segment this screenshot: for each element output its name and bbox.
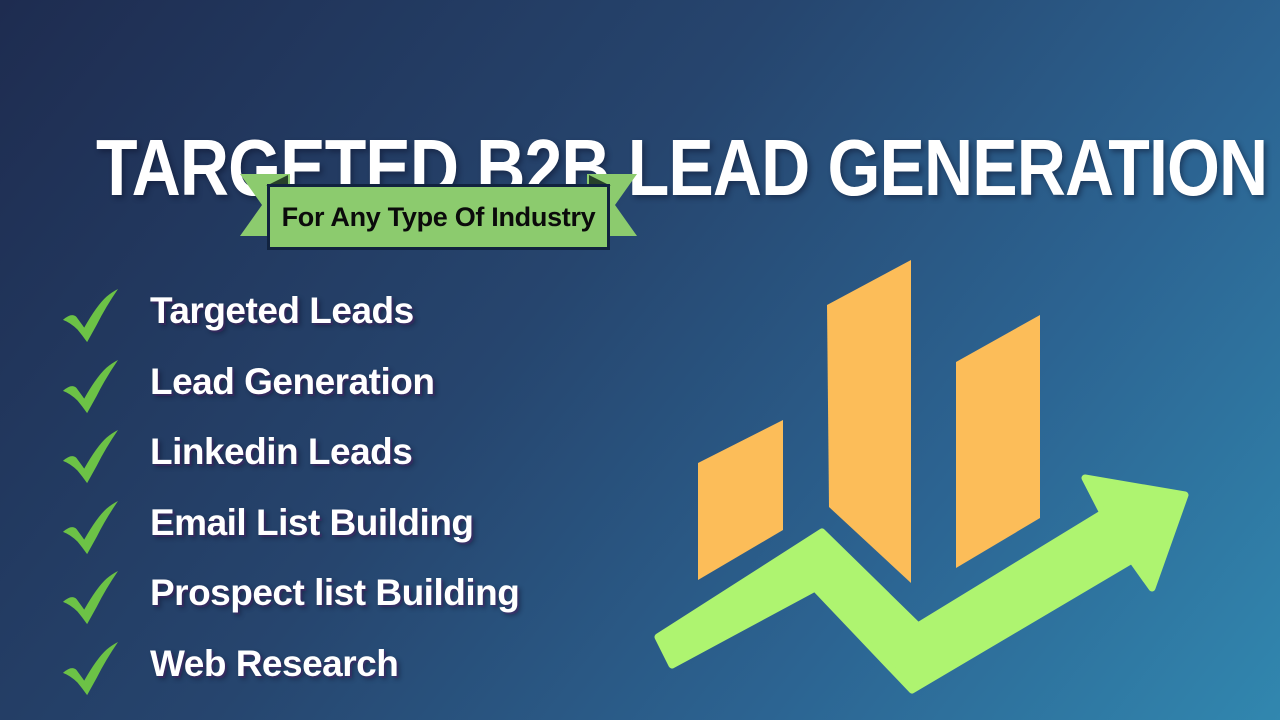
ribbon-fold-left-icon <box>266 175 288 186</box>
checkmark-icon <box>62 641 118 695</box>
ribbon-fold-right-icon <box>589 175 611 186</box>
ribbon-label: For Any Type Of Industry <box>281 201 596 232</box>
service-label: Prospect list Building <box>150 572 520 614</box>
bar-chart-icon <box>698 260 1040 583</box>
list-item: Linkedin Leads <box>60 417 519 488</box>
checkmark-icon <box>62 430 118 484</box>
service-label: Email List Building <box>150 501 474 543</box>
growth-chart-illustration <box>654 260 1189 694</box>
service-list: Targeted Leads Lead Generation Linkedin … <box>60 276 520 700</box>
list-item: Lead Generation <box>60 347 519 418</box>
ribbon-band: For Any Type Of Industry <box>267 184 610 250</box>
checkmark-icon <box>62 289 118 343</box>
checkmark-icon <box>62 500 118 554</box>
growth-arrow-icon <box>654 474 1189 694</box>
list-item: Email List Building <box>60 488 519 559</box>
checkmark-icon <box>62 359 118 413</box>
service-label: Linkedin Leads <box>150 431 413 473</box>
service-label: Web Research <box>150 642 399 684</box>
list-item: Web Research <box>60 629 519 700</box>
list-item: Targeted Leads <box>60 276 519 347</box>
service-label: Targeted Leads <box>150 290 414 332</box>
checkmark-icon <box>62 571 118 625</box>
service-label: Lead Generation <box>150 360 435 402</box>
ribbon-banner: For Any Type Of Industry <box>240 172 637 250</box>
list-item: Prospect list Building <box>60 558 520 629</box>
